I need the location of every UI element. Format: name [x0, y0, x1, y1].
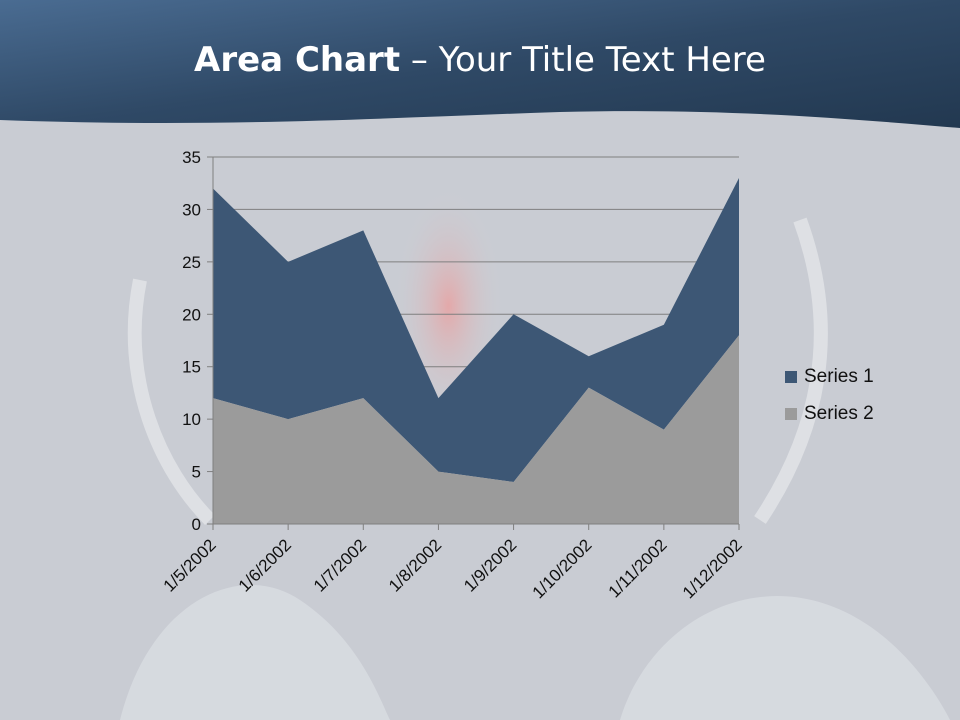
x-tick-label-1: 1/6/2002 — [235, 535, 295, 595]
chart-legend: Series 1 Series 2 — [785, 358, 874, 432]
slide-title: Area Chart – Your Title Text Here — [0, 40, 960, 80]
x-tick-label-5: 1/10/2002 — [529, 535, 596, 602]
area-series-1 — [213, 177, 739, 483]
area-series-2 — [213, 335, 739, 524]
legend-label-series-1: Series 1 — [804, 365, 874, 387]
pelvis-shape — [120, 585, 390, 720]
y-tick-label-30: 30 — [182, 200, 201, 219]
legend-item-series-1: Series 1 — [785, 358, 874, 395]
legend-swatch-series-2 — [785, 407, 797, 420]
x-tick-label-4: 1/9/2002 — [460, 535, 520, 595]
legend-swatch-series-1 — [785, 370, 797, 383]
legend-label-series-2: Series 2 — [804, 402, 874, 424]
x-tick-label-0: 1/5/2002 — [160, 535, 220, 595]
y-tick-label-0: 0 — [192, 515, 201, 534]
x-tick-label-7: 1/12/2002 — [679, 535, 746, 602]
chart-areas — [213, 177, 739, 524]
y-tick-label-15: 15 — [182, 358, 201, 377]
y-tick-label-35: 35 — [182, 148, 201, 167]
header-band — [0, 0, 960, 128]
y-tick-label-20: 20 — [182, 305, 201, 324]
x-tick-label-2: 1/7/2002 — [310, 535, 370, 595]
slide-title-bold: Area Chart — [194, 40, 401, 80]
x-tick-label-6: 1/11/2002 — [605, 535, 671, 601]
y-tick-label-25: 25 — [182, 253, 201, 272]
slide-title-rest: – Your Title Text Here — [400, 40, 766, 80]
y-tick-label-5: 5 — [192, 463, 201, 482]
legend-item-series-2: Series 2 — [785, 395, 874, 432]
x-tick-label-3: 1/8/2002 — [385, 535, 445, 595]
y-tick-label-10: 10 — [182, 410, 201, 429]
